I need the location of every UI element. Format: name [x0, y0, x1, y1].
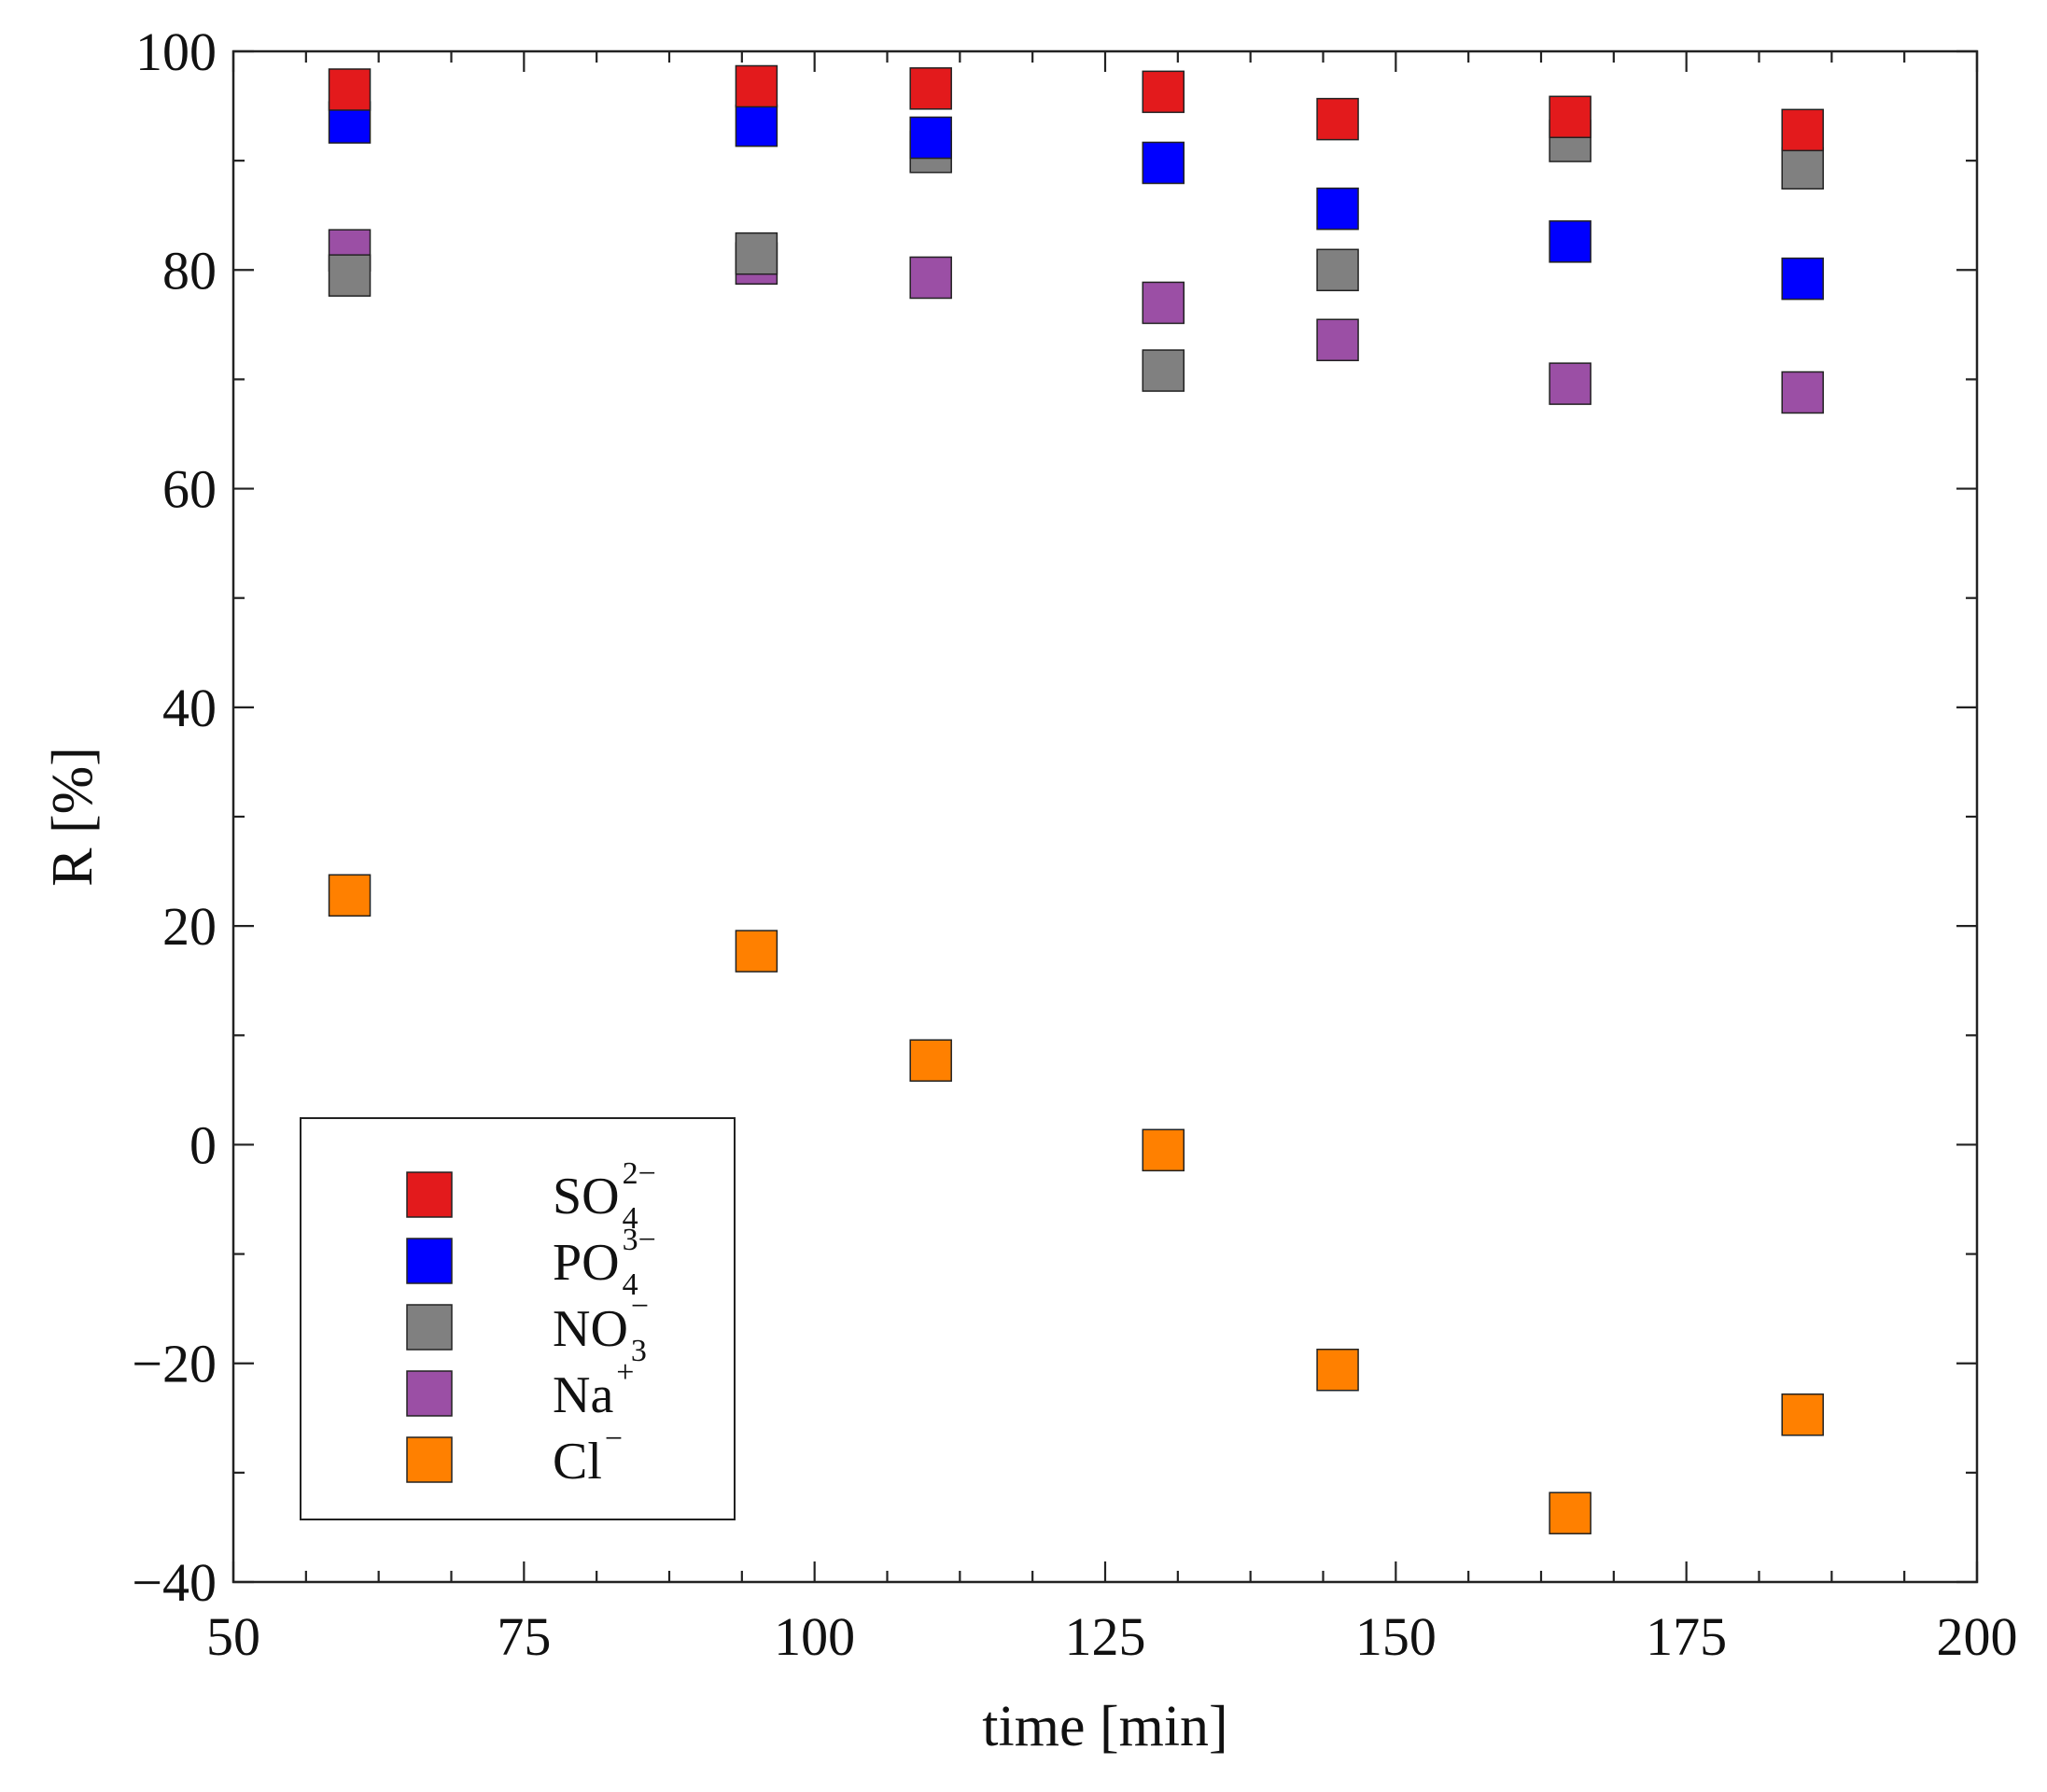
data-point	[1781, 1393, 1824, 1436]
data-point	[909, 1039, 952, 1082]
legend-label-subscript: 4	[623, 1201, 638, 1236]
x-tick-label: 100	[774, 1606, 855, 1667]
x-tick-label: 175	[1646, 1606, 1727, 1667]
data-point	[735, 930, 778, 973]
data-point	[1781, 108, 1824, 152]
legend-swatch	[406, 1304, 453, 1351]
legend-swatch	[406, 1238, 453, 1284]
data-point	[909, 67, 952, 110]
data-point	[1316, 187, 1359, 231]
y-tick-label: 0	[189, 1114, 217, 1175]
legend-label-subscript: 3	[631, 1334, 647, 1368]
y-tick-label: 40	[162, 678, 217, 738]
legend-label: Cl	[553, 1433, 602, 1491]
legend: SO 2−4PO 3−4NO −3Na +Cl −	[300, 1117, 736, 1520]
y-tick-label: 80	[162, 240, 217, 301]
x-tick-label: 125	[1065, 1606, 1146, 1667]
y-tick-label: 20	[162, 896, 217, 957]
data-markers	[328, 64, 1824, 1534]
data-point	[1142, 70, 1185, 114]
x-tick-label: 150	[1355, 1606, 1437, 1667]
legend-label-superscript: +	[616, 1355, 634, 1390]
legend-label-superscript: 2−	[623, 1156, 656, 1191]
data-point	[1316, 1348, 1359, 1392]
data-point	[1142, 1128, 1185, 1172]
legend-label: PO	[553, 1234, 620, 1292]
legend-label: SO	[553, 1168, 620, 1225]
data-point	[1316, 318, 1359, 362]
legend-label: NO	[553, 1300, 628, 1358]
data-point	[735, 64, 778, 108]
data-point	[1316, 248, 1359, 292]
x-tick-label: 75	[497, 1606, 551, 1667]
legend-label-superscript: 3−	[623, 1223, 656, 1257]
y-tick-label: −20	[132, 1334, 217, 1394]
legend-label-subscript: 4	[623, 1267, 638, 1302]
y-axis-title: R [%]	[41, 747, 105, 887]
data-point	[1142, 141, 1185, 185]
data-point	[1781, 371, 1824, 414]
data-point	[328, 254, 372, 297]
legend-swatch	[406, 1436, 453, 1483]
data-point	[735, 231, 778, 275]
legend-box	[300, 1117, 736, 1520]
axis-tick-labels: 50 75 100 125 150 175 200 −40 −20 0 20 40 60 80 100	[132, 21, 2017, 1667]
data-point	[909, 256, 952, 300]
legend-label: Na	[553, 1366, 613, 1424]
data-point	[735, 104, 778, 147]
data-point	[909, 116, 952, 160]
y-tick-label: −40	[132, 1552, 217, 1613]
x-tick-label: 200	[1937, 1606, 2018, 1667]
legend-swatch	[406, 1370, 453, 1417]
data-point	[328, 68, 372, 111]
legend-swatch	[406, 1171, 453, 1218]
x-tick-label: 50	[206, 1606, 260, 1667]
data-point	[1549, 95, 1591, 139]
data-point	[1142, 349, 1185, 392]
y-tick-label: 60	[162, 459, 217, 520]
data-point	[328, 874, 372, 917]
data-point	[1142, 281, 1185, 325]
data-point	[1316, 97, 1359, 141]
data-point	[1781, 257, 1824, 301]
legend-label-superscript: −	[631, 1289, 649, 1323]
axis-ticks	[231, 49, 1979, 1584]
data-point	[1549, 1491, 1591, 1534]
data-point	[1549, 362, 1591, 405]
data-point	[1781, 147, 1824, 190]
legend-label-superscript: −	[605, 1421, 623, 1456]
y-tick-label: 100	[135, 21, 217, 82]
data-point	[1549, 220, 1591, 263]
x-axis-title: time [min]	[982, 1695, 1227, 1758]
